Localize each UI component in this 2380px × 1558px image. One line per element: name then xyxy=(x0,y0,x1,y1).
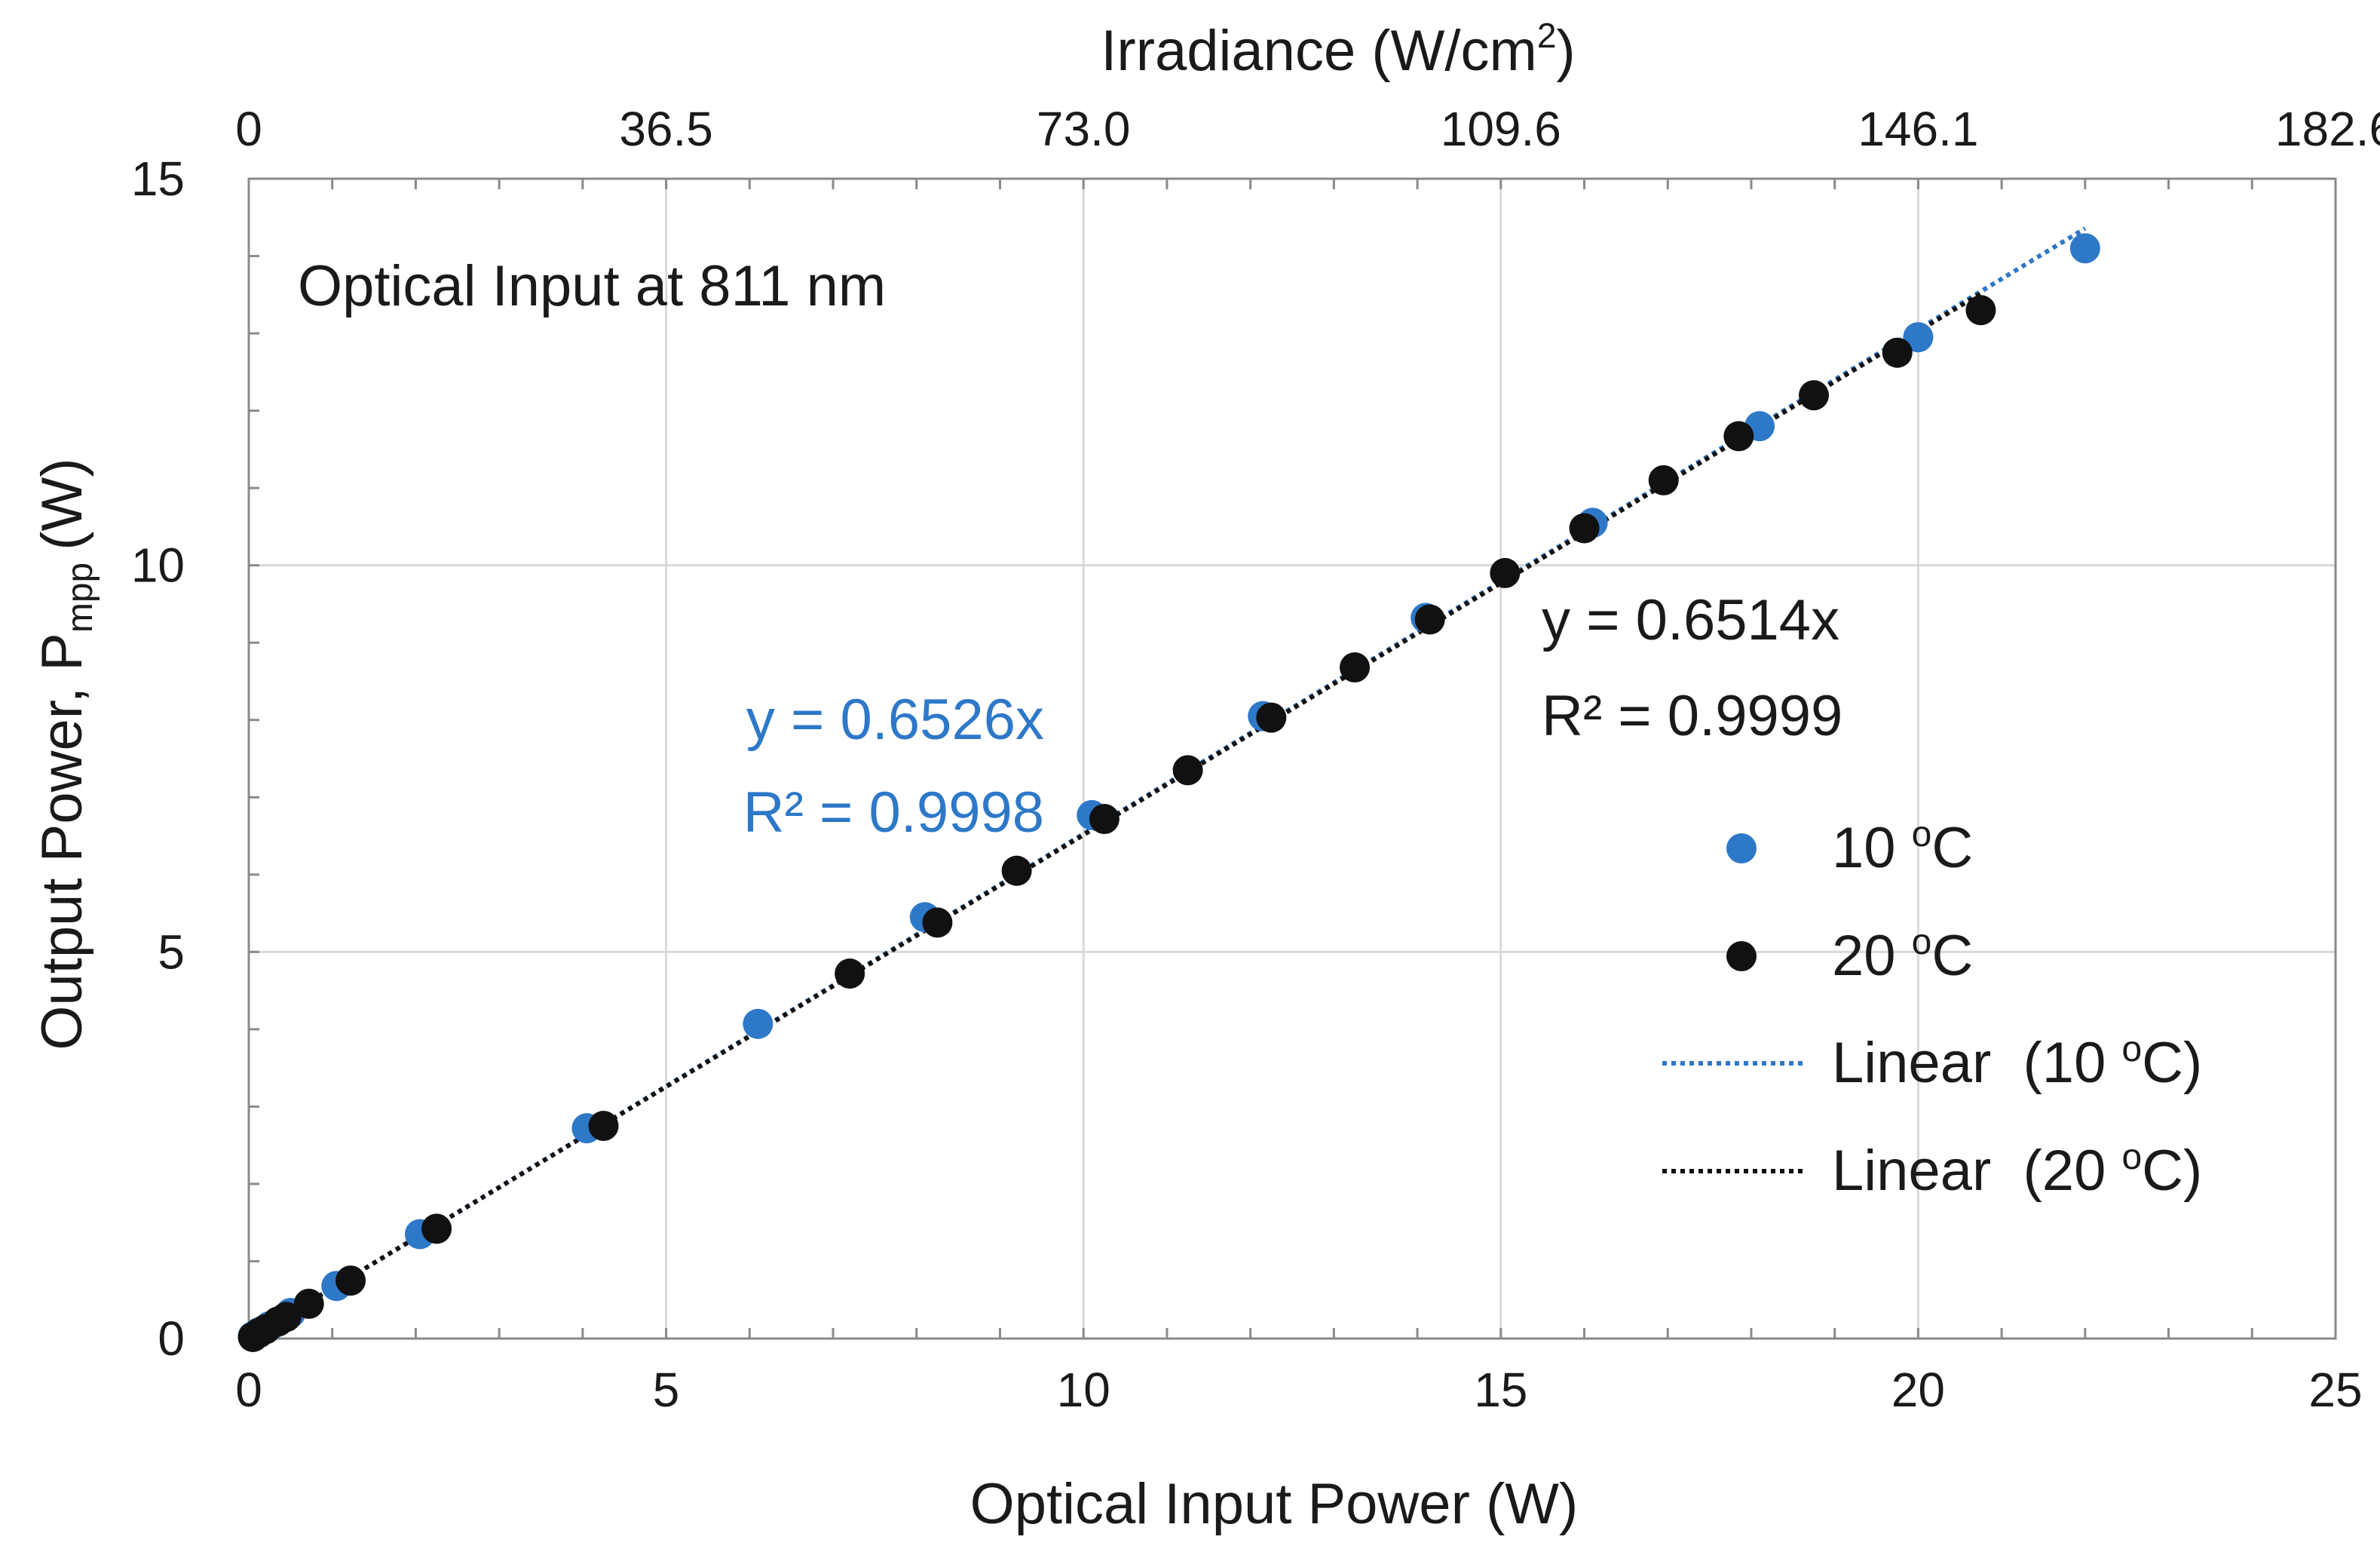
x-tick-labels: 0 5 10 15 20 25 xyxy=(235,1363,2362,1417)
legend: 10 oC 20 oC Linear (10 oC) Linear (20 oC… xyxy=(1662,814,2202,1203)
y-axis-title-sub: mpp xyxy=(60,563,100,633)
legend-label-20c-text: 20 xyxy=(1832,924,1912,988)
legend-marker-20c xyxy=(1726,941,1757,971)
legend-label-10c-text: 10 xyxy=(1832,816,1912,880)
data-point-20c xyxy=(293,1288,324,1319)
data-point-20c xyxy=(271,1302,302,1333)
legend-label-20c: 20 oC xyxy=(1832,922,1973,988)
data-point-20c xyxy=(1172,755,1203,786)
data-point-10c xyxy=(743,1008,773,1039)
data-point-20c xyxy=(922,907,953,938)
legend-label-20c-sup: o xyxy=(1912,922,1932,962)
secondary-x-axis-title-text: Irradiance (W/cm xyxy=(1101,19,1537,83)
secondary-x-tick-label: 73.0 xyxy=(1037,102,1131,156)
x-tick-label: 10 xyxy=(1057,1363,1110,1417)
legend-label-linear-20c: Linear (20 oC) xyxy=(1832,1137,2202,1203)
data-point-20c xyxy=(1001,855,1032,886)
legend-label-linear-20c-sup: o xyxy=(2121,1137,2142,1177)
secondary-x-tick-label: 36.5 xyxy=(619,102,713,156)
plot-area-frame xyxy=(247,177,2337,1340)
data-point-20c xyxy=(588,1111,619,1142)
data-point-20c xyxy=(1723,421,1754,452)
secondary-x-axis-title-end: ) xyxy=(1556,19,1575,83)
legend-label-10c: 10 oC xyxy=(1832,814,1973,880)
data-point-20c xyxy=(835,958,865,989)
data-point-10c xyxy=(2069,233,2100,264)
data-point-20c xyxy=(1340,652,1371,683)
legend-label-linear-10c-unit: C) xyxy=(2142,1031,2202,1095)
x-tick-label: 0 xyxy=(235,1363,262,1417)
legend-label-linear-10c: Linear (10 oC) xyxy=(1832,1029,2202,1095)
secondary-x-tick-labels: 0 36.5 73.0 109.6 146.1 182.6 xyxy=(235,102,2380,156)
fit-20c-r2: R² = 0.9999 xyxy=(1542,684,1842,748)
legend-label-linear-20c-unit: C) xyxy=(2142,1139,2202,1203)
data-point-20c xyxy=(1882,337,1913,368)
y-tick-label: 0 xyxy=(158,1311,185,1366)
y-axis-title-unit: (W) xyxy=(30,458,94,550)
y-tick-labels: 0 5 10 15 xyxy=(131,152,185,1366)
legend-label-linear-10c-text: Linear (10 xyxy=(1832,1031,2121,1095)
legend-marker-10c xyxy=(1726,833,1757,863)
x-tick-label: 15 xyxy=(1474,1363,1527,1417)
data-point-20c xyxy=(335,1265,366,1296)
data-points xyxy=(237,233,2100,1352)
fit-10c-equation: y = 0.6526x xyxy=(746,688,1044,752)
legend-label-10c-sup: o xyxy=(1912,814,1932,854)
y-tick-label: 5 xyxy=(158,925,185,979)
data-point-20c xyxy=(1256,702,1287,733)
x-axis-title: Optical Input Power (W) xyxy=(970,1472,1579,1536)
fit-line-20c xyxy=(247,291,1982,1341)
data-point-20c xyxy=(1490,557,1521,588)
data-point-20c xyxy=(1965,295,1996,326)
secondary-x-tick-label: 0 xyxy=(235,102,262,156)
fit-lines xyxy=(247,226,2087,1341)
y-axis-title: Output Power, Pmpp (W) xyxy=(30,458,100,1050)
fit-10c-r2: R² = 0.9998 xyxy=(743,781,1044,845)
y-tick-label: 15 xyxy=(131,152,185,206)
secondary-x-tick-label: 109.6 xyxy=(1441,102,1561,156)
x-tick-label: 20 xyxy=(1891,1363,1945,1417)
data-point-20c xyxy=(1648,465,1679,495)
y-axis-title-text: Output Power, P xyxy=(30,633,94,1050)
data-point-10c xyxy=(1903,322,1934,353)
gridlines xyxy=(249,179,2336,1339)
x-tick-label: 25 xyxy=(2308,1363,2362,1417)
data-point-20c xyxy=(1569,513,1600,544)
data-point-20c xyxy=(1089,803,1120,834)
legend-label-20c-unit: C xyxy=(1931,924,1973,988)
legend-label-10c-unit: C xyxy=(1931,816,1973,880)
legend-label-linear-10c-sup: o xyxy=(2121,1029,2142,1069)
y-tick-label: 10 xyxy=(131,538,185,593)
data-point-20c xyxy=(1799,380,1829,411)
fit-20c-equation: y = 0.6514x xyxy=(1542,588,1839,652)
secondary-x-tick-label: 182.6 xyxy=(2275,102,2380,156)
data-point-20c xyxy=(421,1213,452,1244)
legend-label-linear-20c-text: Linear (20 xyxy=(1832,1139,2121,1203)
secondary-x-axis-title-sup: 2 xyxy=(1537,16,1557,55)
secondary-x-axis-title: Irradiance (W/cm2) xyxy=(1101,16,1575,83)
x-tick-label: 5 xyxy=(653,1363,680,1417)
secondary-x-tick-label: 146.1 xyxy=(1858,102,1978,156)
data-point-20c xyxy=(1414,604,1445,635)
optical-input-annotation: Optical Input at 811 nm xyxy=(298,254,886,318)
